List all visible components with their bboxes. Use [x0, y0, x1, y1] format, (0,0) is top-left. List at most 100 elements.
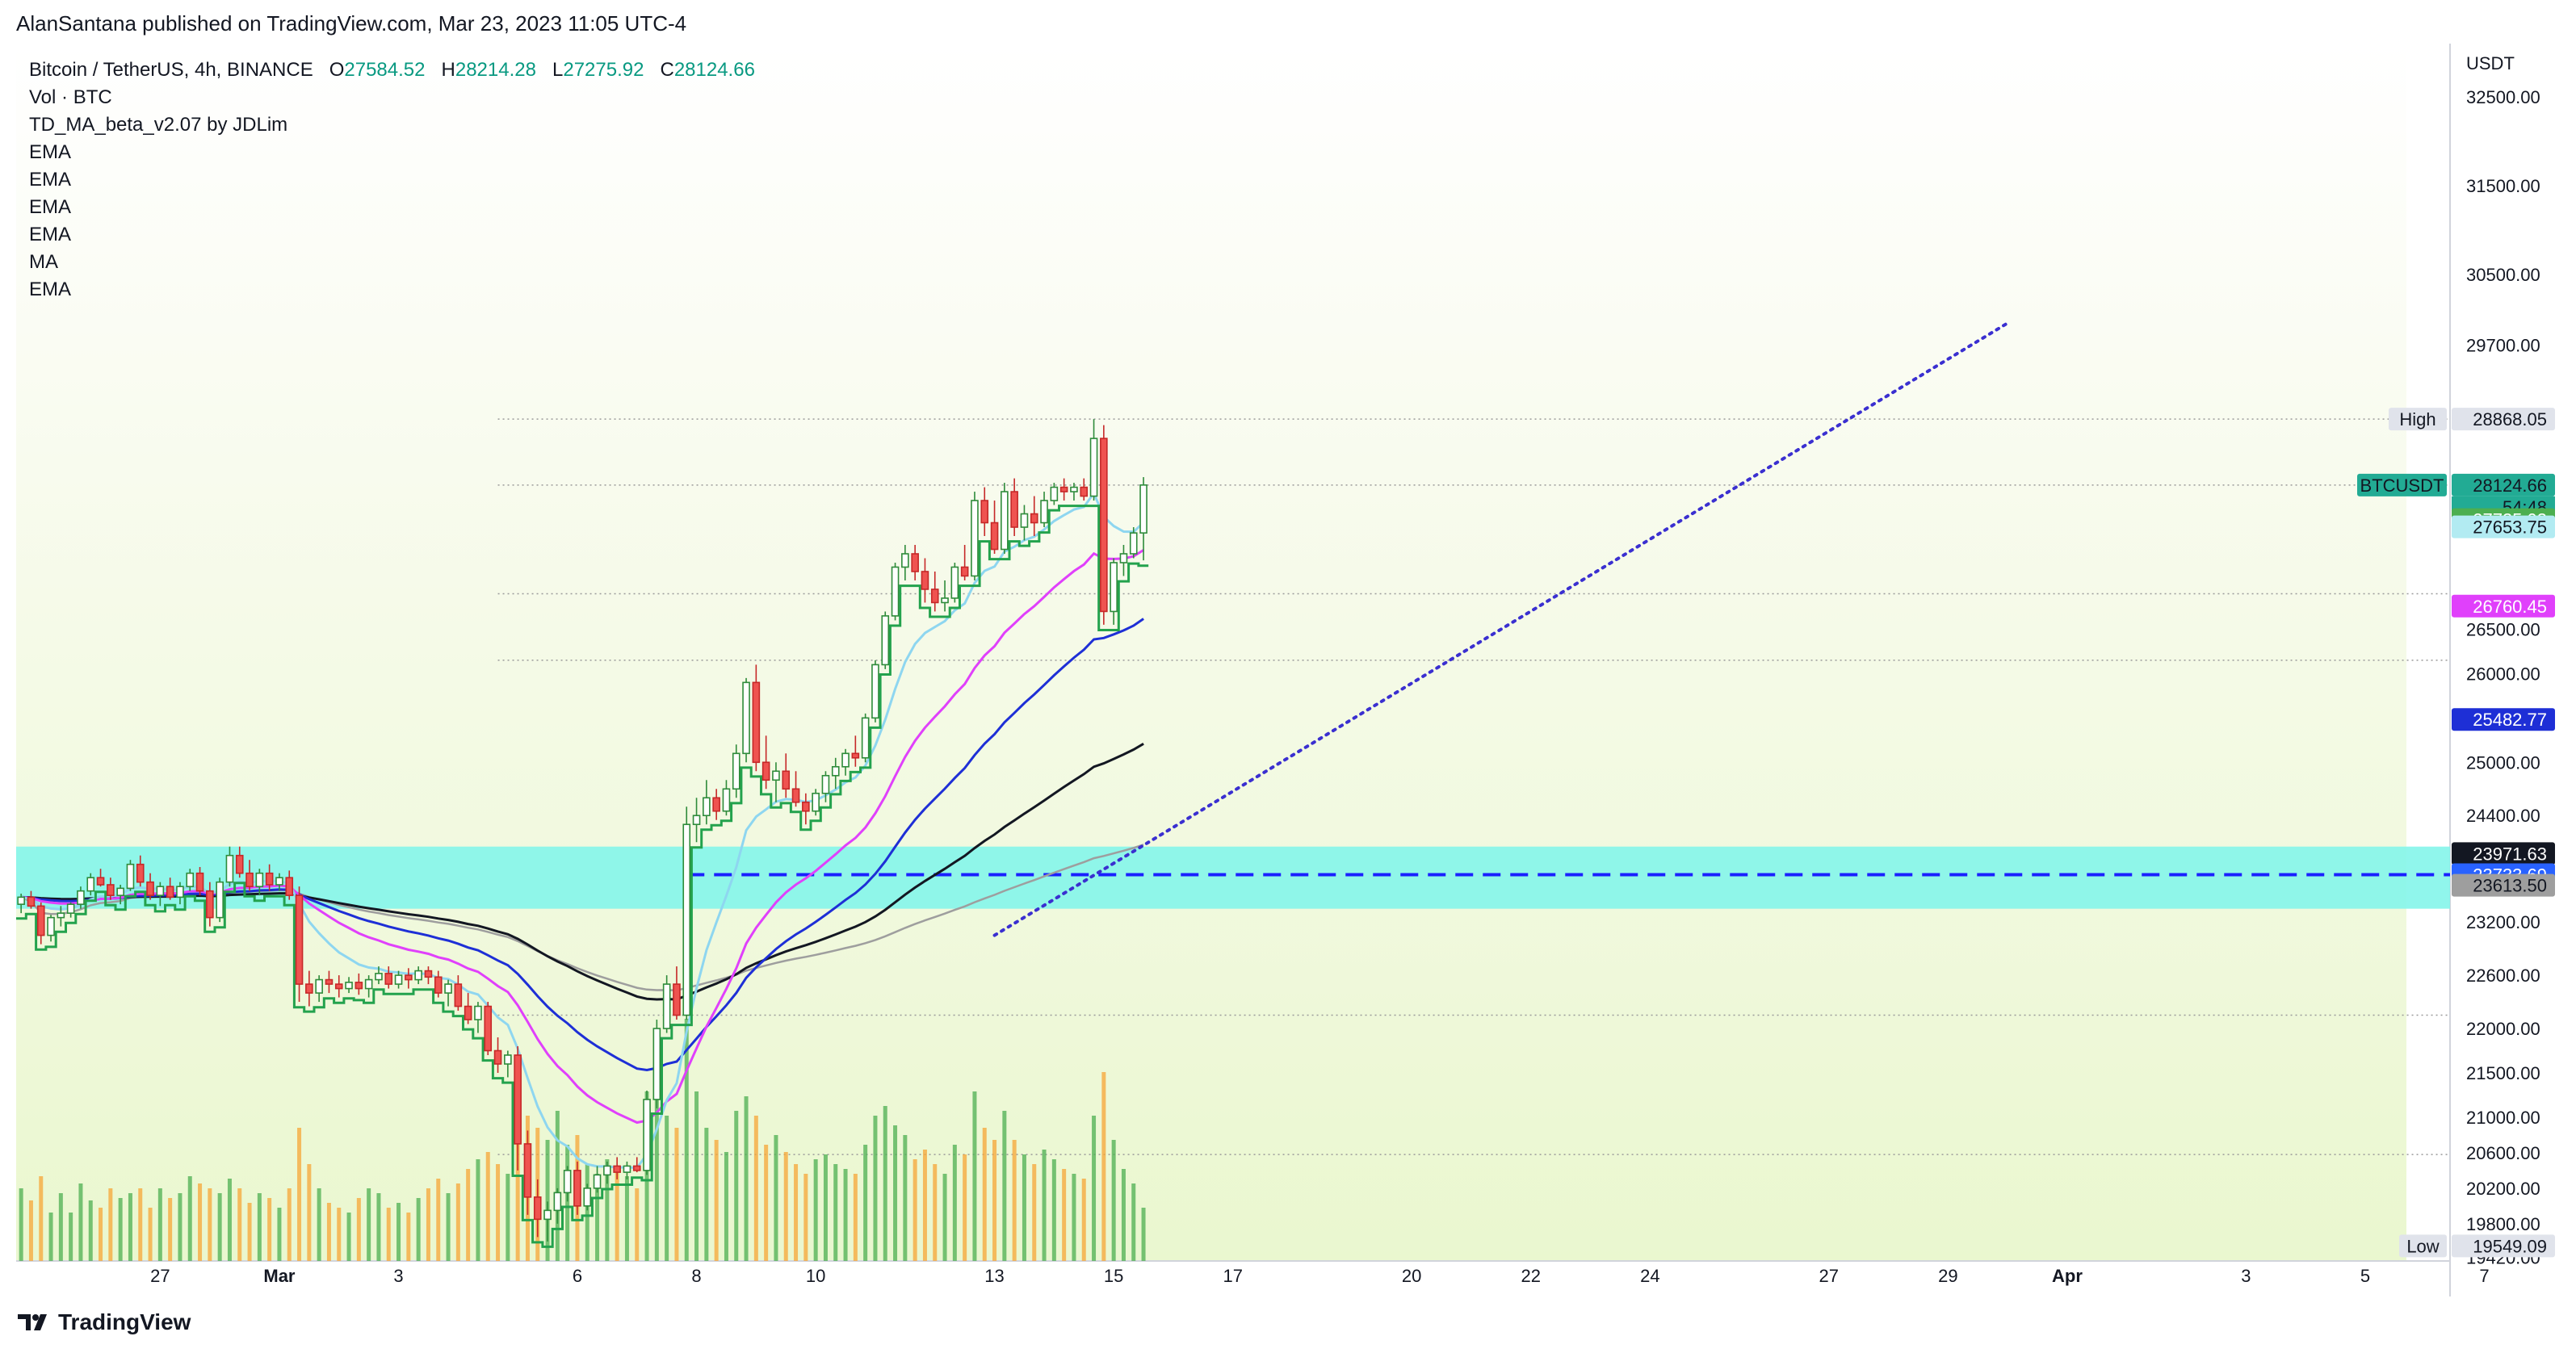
- candle-body[interactable]: [364, 978, 373, 990]
- candle-body[interactable]: [742, 681, 750, 755]
- candle-body[interactable]: [77, 890, 85, 905]
- candle-body[interactable]: [146, 881, 154, 896]
- legend-indicator[interactable]: EMA: [29, 141, 72, 163]
- candle-body[interactable]: [454, 983, 463, 1007]
- candle-body[interactable]: [583, 1188, 592, 1207]
- candle-body[interactable]: [980, 500, 989, 524]
- candle-body[interactable]: [673, 983, 681, 1016]
- candle-body[interactable]: [523, 1143, 532, 1198]
- td-step-line[interactable]: [16, 505, 1149, 1248]
- candle-body[interactable]: [66, 903, 75, 914]
- candle-body[interactable]: [1020, 513, 1029, 528]
- legend-indicator[interactable]: EMA: [29, 224, 72, 245]
- candle-body[interactable]: [355, 982, 363, 990]
- candle-body[interactable]: [802, 801, 810, 812]
- candle-body[interactable]: [1040, 500, 1048, 524]
- candle-body[interactable]: [603, 1165, 611, 1176]
- candle-body[interactable]: [1119, 553, 1128, 563]
- candle-body[interactable]: [156, 886, 165, 896]
- candle-body[interactable]: [394, 974, 403, 985]
- ascending-trendline[interactable]: [992, 321, 2010, 937]
- candle-body[interactable]: [295, 894, 304, 985]
- candle-body[interactable]: [901, 553, 909, 568]
- candle-body[interactable]: [17, 896, 25, 905]
- candle-body[interactable]: [1030, 513, 1038, 524]
- candle-body[interactable]: [444, 983, 452, 994]
- candle-body[interactable]: [553, 1192, 562, 1212]
- candle-body[interactable]: [782, 770, 791, 790]
- candle-body[interactable]: [812, 792, 820, 812]
- candle-body[interactable]: [1001, 491, 1009, 551]
- candle-body[interactable]: [275, 877, 283, 886]
- legend-indicator[interactable]: EMA: [29, 169, 72, 191]
- candle-body[interactable]: [424, 970, 433, 978]
- candle-body[interactable]: [1059, 486, 1068, 492]
- candle-body[interactable]: [950, 566, 959, 599]
- candle-body[interactable]: [334, 983, 343, 990]
- candle-body[interactable]: [911, 553, 919, 572]
- candle-body[interactable]: [752, 681, 761, 764]
- candle-body[interactable]: [861, 717, 870, 759]
- candle-body[interactable]: [960, 566, 969, 577]
- footer-brand[interactable]: TradingView: [16, 1309, 191, 1335]
- candle-body[interactable]: [1050, 486, 1059, 501]
- candle-body[interactable]: [871, 664, 879, 719]
- legend-indicator[interactable]: EMA: [29, 196, 72, 218]
- candle-body[interactable]: [186, 872, 195, 887]
- candle-body[interactable]: [563, 1170, 572, 1194]
- candle-body[interactable]: [533, 1196, 542, 1221]
- candle-body[interactable]: [86, 877, 95, 892]
- candle-body[interactable]: [921, 571, 929, 590]
- candle-body[interactable]: [235, 854, 244, 874]
- candle-body[interactable]: [821, 774, 830, 794]
- legend-indicator[interactable]: TD_MA_beta_v2.07 by JDLim: [29, 114, 288, 136]
- legend-indicator[interactable]: EMA: [29, 279, 72, 300]
- candle-body[interactable]: [573, 1170, 581, 1207]
- candle-body[interactable]: [831, 765, 840, 777]
- candle-body[interactable]: [613, 1165, 621, 1173]
- candle-body[interactable]: [27, 896, 36, 907]
- candle-body[interactable]: [692, 815, 701, 826]
- candle-body[interactable]: [245, 872, 254, 887]
- candle-body[interactable]: [47, 916, 55, 936]
- candle-body[interactable]: [405, 974, 413, 981]
- candle-body[interactable]: [484, 1005, 493, 1052]
- candle-body[interactable]: [126, 863, 135, 890]
- candle-body[interactable]: [345, 982, 353, 990]
- candle-body[interactable]: [722, 788, 731, 812]
- candle-body[interactable]: [305, 983, 313, 994]
- candle-body[interactable]: [941, 597, 949, 604]
- candle-body[interactable]: [414, 970, 422, 981]
- candle-body[interactable]: [384, 973, 393, 985]
- candle-body[interactable]: [652, 1028, 661, 1100]
- candle-body[interactable]: [1070, 486, 1078, 492]
- candle-body[interactable]: [1110, 562, 1118, 613]
- candle-body[interactable]: [493, 1049, 502, 1065]
- candle-body[interactable]: [1129, 532, 1138, 555]
- candles[interactable]: [17, 419, 1147, 1242]
- candle-body[interactable]: [206, 890, 214, 919]
- candle-body[interactable]: [96, 877, 105, 886]
- candle-body[interactable]: [682, 823, 691, 1016]
- candle-body[interactable]: [891, 566, 900, 617]
- candle-body[interactable]: [851, 752, 860, 759]
- candle-body[interactable]: [116, 887, 124, 896]
- candle-body[interactable]: [325, 978, 334, 985]
- legend-indicator[interactable]: MA: [29, 251, 58, 273]
- candle-body[interactable]: [930, 589, 939, 604]
- candle-body[interactable]: [166, 886, 174, 899]
- candle-body[interactable]: [504, 1054, 512, 1065]
- candle-body[interactable]: [593, 1174, 602, 1189]
- candle-body[interactable]: [464, 1005, 472, 1020]
- candle-body[interactable]: [136, 863, 145, 883]
- candle-body[interactable]: [791, 788, 800, 803]
- candle-body[interactable]: [1010, 491, 1018, 528]
- candle-body[interactable]: [107, 884, 115, 896]
- candle-body[interactable]: [57, 912, 65, 919]
- candle-body[interactable]: [375, 973, 383, 981]
- candle-body[interactable]: [1089, 438, 1098, 497]
- candle-body[interactable]: [971, 500, 979, 577]
- candle-body[interactable]: [712, 797, 720, 812]
- candle-body[interactable]: [632, 1165, 641, 1171]
